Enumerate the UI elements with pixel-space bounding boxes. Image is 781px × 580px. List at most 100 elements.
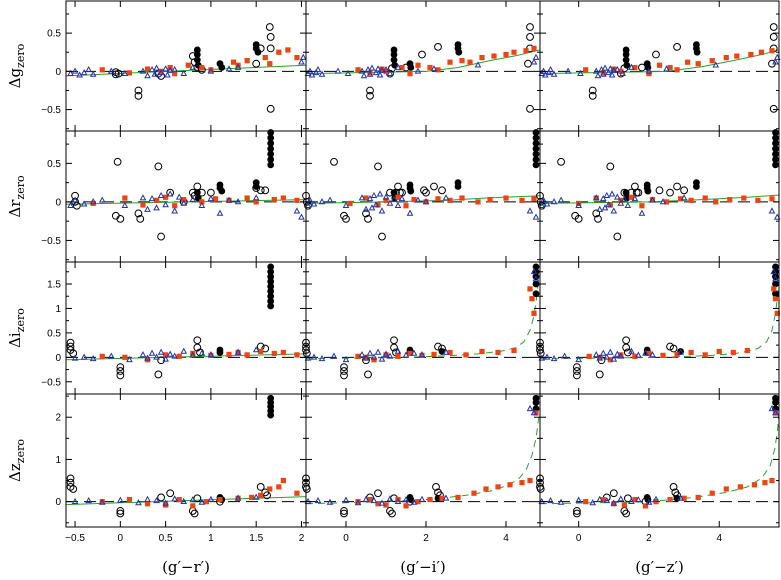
data-point-square (403, 203, 409, 209)
data-point-triangle (252, 346, 260, 353)
data-point-triangle (354, 499, 362, 506)
data-point-square (642, 503, 649, 509)
data-point-triangle (628, 347, 635, 354)
data-point-triangle (189, 195, 197, 202)
data-point-triangle (144, 72, 151, 79)
data-point-square (459, 195, 465, 201)
data-point-open-circle (166, 489, 175, 498)
data-point-triangle (414, 67, 422, 74)
data-point-square (774, 310, 780, 316)
data-point-triangle (310, 200, 318, 207)
data-point-open-circle (116, 367, 125, 375)
data-point-open-circle (374, 162, 382, 171)
data-point-square (583, 499, 589, 505)
data-point-square (593, 195, 599, 201)
data-point-filled-circle (623, 61, 631, 69)
data-point-open-circle (266, 104, 275, 113)
data-point-open-circle (592, 209, 601, 218)
data-point-triangle (608, 190, 616, 197)
x-tick-label: 4 (503, 533, 509, 544)
data-point-triangle (310, 353, 318, 360)
data-point-square (199, 199, 205, 205)
data-point-open-circle (261, 344, 270, 353)
data-point-square (772, 296, 779, 302)
data-point-square (126, 496, 132, 503)
data-point-triangle (628, 497, 635, 504)
data-point-triangle (663, 65, 670, 72)
data-point-square (459, 58, 465, 64)
data-point-square (235, 349, 241, 356)
data-point-filled-circle (267, 278, 275, 285)
data-point-square (529, 296, 535, 302)
data-point-square (503, 195, 509, 201)
data-point-filled-circle (644, 187, 652, 195)
panel-1-0: −0.5 0 0.5 (41, 129, 307, 263)
data-point-triangle (171, 352, 179, 359)
data-point-triangle (386, 199, 394, 206)
data-point-triangle (606, 348, 614, 355)
y-axis-label: Δrzero (6, 175, 27, 218)
data-point-square (190, 503, 196, 509)
x-tick-label: 2 (646, 533, 652, 544)
data-point-square (158, 68, 164, 74)
data-point-open-circle (634, 188, 643, 197)
data-point-square (383, 197, 389, 203)
y-tick-label: 1 (55, 304, 61, 315)
data-point-triangle (360, 72, 368, 79)
data-point-triangle (376, 71, 384, 78)
data-point-square (663, 199, 670, 205)
data-point-triangle (430, 65, 438, 72)
data-point-triangle (442, 348, 450, 355)
y-axis-label: Δzzero (6, 439, 27, 482)
data-point-triangle (198, 498, 206, 505)
data-point-open-circle (622, 343, 631, 352)
data-point-square (363, 354, 369, 360)
data-point-square (226, 197, 232, 203)
data-point-triangle (577, 69, 584, 76)
data-point-triangle (198, 349, 206, 356)
data-point-square (702, 195, 708, 201)
data-point-square (618, 68, 624, 74)
data-point-triangle (394, 63, 402, 70)
data-point-triangle (532, 275, 540, 282)
data-point-square (597, 354, 603, 360)
data-point-open-circle (340, 509, 348, 518)
data-point-square (208, 67, 214, 73)
data-point-triangle (642, 349, 649, 356)
data-point-triangle (557, 498, 565, 505)
data-point-filled-circle (532, 161, 540, 169)
data-point-triangle (362, 495, 370, 502)
data-point-square (586, 353, 592, 359)
data-point-filled-circle (407, 496, 415, 503)
data-point-filled-circle (532, 150, 540, 158)
data-point-triangle (603, 353, 611, 360)
data-point-square (744, 347, 750, 354)
data-point-triangle (592, 67, 600, 74)
x-tick-label: 0 (118, 533, 124, 544)
data-point-triangle (386, 495, 394, 502)
data-point-open-circle (256, 186, 265, 195)
data-point-triangle (414, 196, 422, 203)
data-point-triangle (299, 53, 307, 60)
data-point-open-circle (623, 348, 632, 357)
data-point-open-circle (622, 336, 631, 345)
data-point-square (709, 490, 715, 496)
fit-line (539, 410, 780, 505)
y-axis-label: Δgzero (6, 43, 27, 88)
data-point-triangle (171, 495, 179, 502)
y-tick-label: 0 (55, 67, 61, 78)
data-point-triangle (148, 65, 156, 73)
data-point-triangle (410, 349, 418, 356)
data-point-triangle (107, 67, 115, 74)
data-point-triangle (370, 353, 378, 360)
x-axis-labels: (g′−r′) (g′−i′) (g′−z′) (162, 558, 684, 576)
data-point-triangle (592, 351, 600, 358)
y-tick-label: 0.5 (47, 159, 61, 170)
data-point-square (758, 49, 765, 55)
data-point-triangle (180, 497, 188, 504)
data-point-square (383, 502, 389, 508)
data-point-triangle (645, 498, 653, 505)
data-point-square (199, 64, 205, 71)
data-point-filled-circle (407, 64, 415, 71)
data-point-triangle (613, 350, 621, 357)
